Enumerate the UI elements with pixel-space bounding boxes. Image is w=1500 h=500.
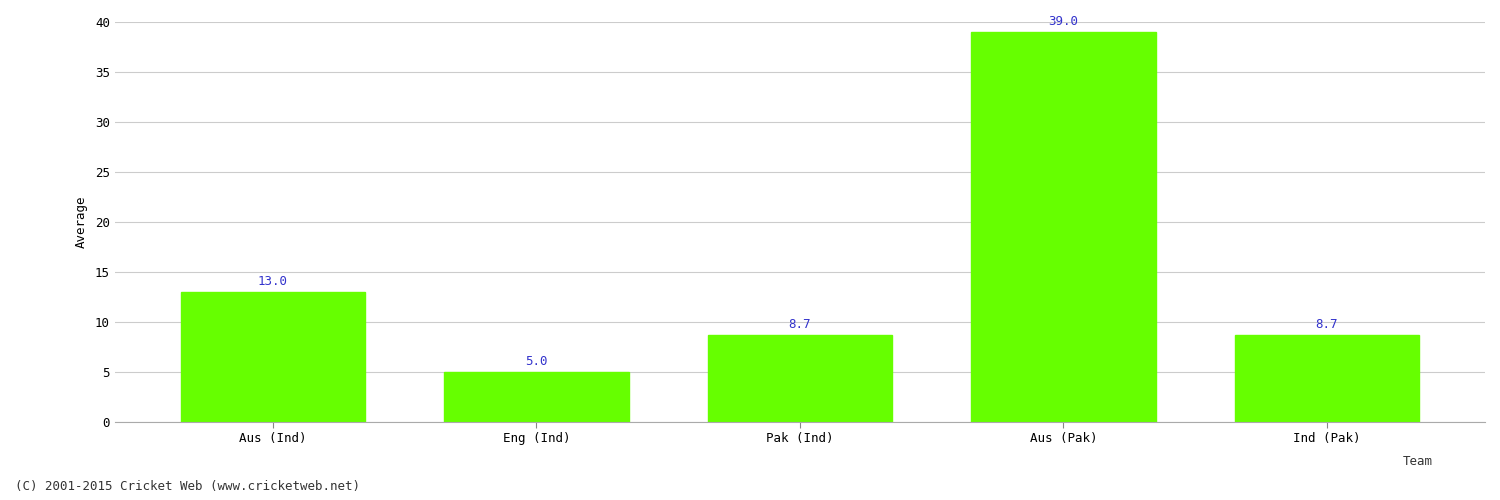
- Bar: [970, 32, 1155, 421]
- Text: 5.0: 5.0: [525, 354, 548, 368]
- Text: 8.7: 8.7: [1316, 318, 1338, 330]
- Bar: [708, 334, 892, 422]
- Text: 13.0: 13.0: [258, 275, 288, 288]
- Text: Team: Team: [1402, 455, 1432, 468]
- Y-axis label: Average: Average: [75, 196, 88, 248]
- Bar: [180, 292, 364, 422]
- Bar: [1234, 334, 1419, 422]
- Text: 39.0: 39.0: [1048, 15, 1078, 28]
- Bar: [444, 372, 628, 422]
- Text: 8.7: 8.7: [789, 318, 812, 330]
- Text: (C) 2001-2015 Cricket Web (www.cricketweb.net): (C) 2001-2015 Cricket Web (www.cricketwe…: [15, 480, 360, 493]
